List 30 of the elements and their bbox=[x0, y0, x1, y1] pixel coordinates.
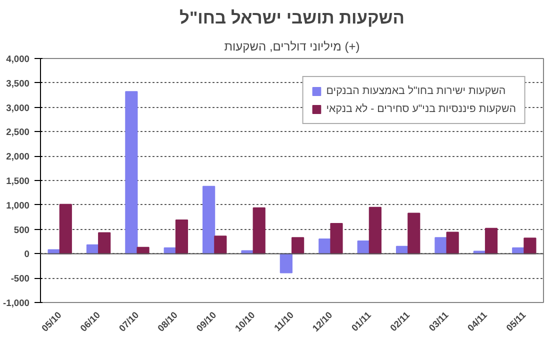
bar bbox=[59, 204, 72, 254]
bar bbox=[330, 222, 343, 254]
y-tick-label: 3,500 bbox=[6, 78, 30, 88]
bar bbox=[125, 91, 138, 254]
bar bbox=[408, 212, 420, 254]
bar bbox=[214, 236, 227, 254]
bar bbox=[98, 232, 111, 254]
y-tick-label: 4,000 bbox=[6, 54, 30, 64]
y-tick-label: 1,000 bbox=[6, 200, 30, 210]
bar bbox=[202, 186, 216, 254]
bar bbox=[368, 206, 382, 254]
bar bbox=[446, 232, 459, 254]
bar bbox=[292, 237, 304, 254]
bar bbox=[252, 207, 266, 254]
bar bbox=[175, 220, 188, 254]
y-tick-label: 3,000 bbox=[6, 102, 30, 113]
bar bbox=[280, 253, 292, 274]
chart-subtitle: מיליוני דולרים, השקעות (+) bbox=[224, 40, 360, 54]
bar bbox=[524, 238, 536, 254]
bar bbox=[484, 228, 498, 254]
y-tick-label: -500 bbox=[10, 274, 30, 284]
y-tick-label: 2,500 bbox=[6, 127, 30, 138]
legend-label: השקעות ישירות בחו"ל באמצעות הבנקים bbox=[326, 85, 506, 97]
y-tick-label: 500 bbox=[14, 224, 30, 235]
chart-title: השקעות תושבי ישראל בחו"ל bbox=[180, 8, 404, 28]
legend-label: השקעות פיננסיות בני"ע סחירים - לא בנקאי bbox=[326, 103, 516, 115]
y-tick-label: 0 bbox=[24, 249, 30, 260]
y-tick-label: 1,500 bbox=[6, 176, 30, 186]
y-tick-label: 2,000 bbox=[6, 152, 30, 162]
y-tick-label: -1,000 bbox=[3, 298, 30, 308]
